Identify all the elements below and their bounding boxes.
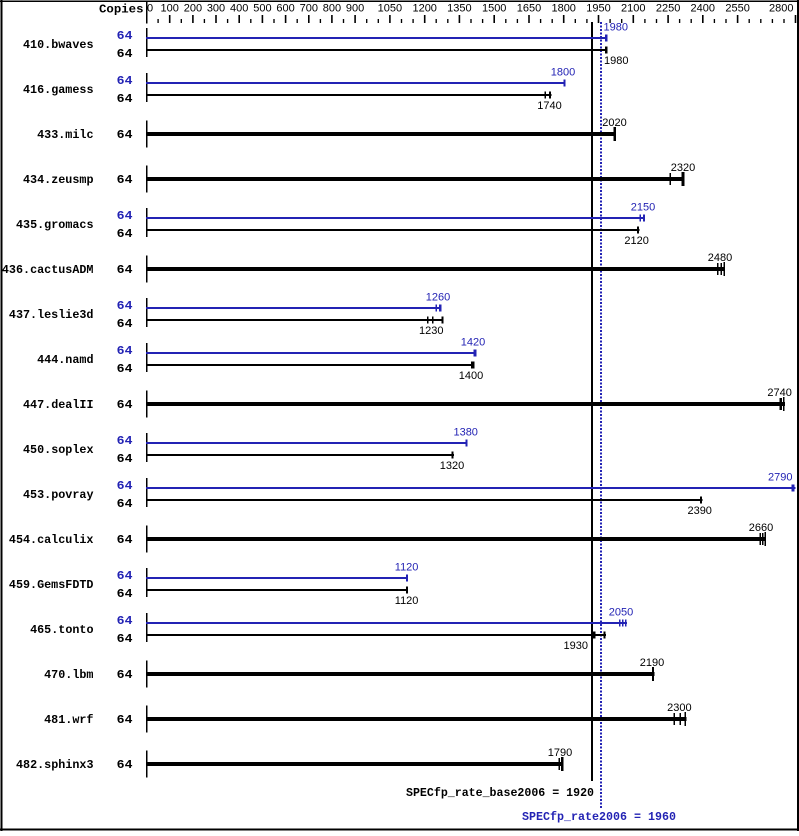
svg-text:64: 64 xyxy=(117,497,133,511)
svg-text:1260: 1260 xyxy=(426,292,450,304)
svg-text:453.povray: 453.povray xyxy=(23,488,94,502)
svg-text:64: 64 xyxy=(117,479,133,493)
svg-text:1420: 1420 xyxy=(461,337,485,349)
svg-text:Copies: Copies xyxy=(99,3,144,17)
svg-text:1930: 1930 xyxy=(564,640,588,652)
svg-text:64: 64 xyxy=(117,344,133,358)
svg-text:435.gromacs: 435.gromacs xyxy=(16,218,94,232)
svg-text:2190: 2190 xyxy=(640,657,664,669)
svg-text:64: 64 xyxy=(117,533,133,547)
svg-text:1650: 1650 xyxy=(517,3,541,15)
svg-text:444.namd: 444.namd xyxy=(37,353,93,367)
svg-text:2740: 2740 xyxy=(767,387,791,399)
svg-text:2660: 2660 xyxy=(749,522,773,534)
svg-text:465.tonto: 465.tonto xyxy=(30,623,93,637)
svg-text:2120: 2120 xyxy=(624,235,648,247)
svg-text:481.wrf: 481.wrf xyxy=(44,713,93,727)
svg-text:64: 64 xyxy=(117,299,133,313)
svg-text:1120: 1120 xyxy=(395,562,419,574)
svg-text:2100: 2100 xyxy=(621,3,645,15)
svg-text:64: 64 xyxy=(117,92,133,106)
svg-text:2390: 2390 xyxy=(687,505,711,517)
svg-text:0: 0 xyxy=(147,3,153,15)
svg-text:64: 64 xyxy=(117,668,133,682)
svg-text:2150: 2150 xyxy=(631,202,655,214)
svg-text:500: 500 xyxy=(253,3,271,15)
svg-text:900: 900 xyxy=(346,3,364,15)
svg-text:64: 64 xyxy=(117,434,133,448)
svg-text:600: 600 xyxy=(276,3,294,15)
svg-text:470.lbm: 470.lbm xyxy=(44,668,93,682)
svg-text:1050: 1050 xyxy=(378,3,402,15)
svg-text:1380: 1380 xyxy=(453,427,477,439)
svg-text:1200: 1200 xyxy=(412,3,436,15)
svg-text:410.bwaves: 410.bwaves xyxy=(23,38,94,52)
svg-text:64: 64 xyxy=(117,173,133,187)
svg-text:64: 64 xyxy=(117,74,133,88)
svg-text:1980: 1980 xyxy=(604,55,628,67)
svg-text:2400: 2400 xyxy=(691,3,715,15)
svg-text:1980: 1980 xyxy=(604,22,628,34)
svg-text:64: 64 xyxy=(117,758,133,772)
svg-text:64: 64 xyxy=(117,209,133,223)
svg-text:437.leslie3d: 437.leslie3d xyxy=(9,308,94,322)
svg-text:1400: 1400 xyxy=(459,370,483,382)
svg-text:SPECfp_rate_base2006 = 1920: SPECfp_rate_base2006 = 1920 xyxy=(406,786,594,800)
svg-text:64: 64 xyxy=(117,227,133,241)
svg-text:64: 64 xyxy=(117,317,133,331)
svg-text:2020: 2020 xyxy=(602,117,626,129)
svg-text:1320: 1320 xyxy=(440,460,464,472)
svg-text:2550: 2550 xyxy=(725,3,749,15)
svg-text:64: 64 xyxy=(117,29,133,43)
svg-text:433.milc: 433.milc xyxy=(37,128,93,142)
svg-text:100: 100 xyxy=(161,3,179,15)
svg-text:1230: 1230 xyxy=(419,325,443,337)
svg-text:64: 64 xyxy=(117,713,133,727)
svg-text:2800: 2800 xyxy=(769,3,793,15)
svg-text:2300: 2300 xyxy=(667,702,691,714)
svg-text:1740: 1740 xyxy=(537,100,561,112)
svg-text:1950: 1950 xyxy=(586,3,610,15)
svg-text:2050: 2050 xyxy=(609,607,633,619)
svg-text:434.zeusmp: 434.zeusmp xyxy=(23,173,94,187)
svg-text:64: 64 xyxy=(117,569,133,583)
svg-text:64: 64 xyxy=(117,587,133,601)
svg-text:64: 64 xyxy=(117,263,133,277)
svg-text:64: 64 xyxy=(117,362,133,376)
svg-text:300: 300 xyxy=(207,3,225,15)
svg-text:800: 800 xyxy=(323,3,341,15)
svg-text:64: 64 xyxy=(117,398,133,412)
svg-text:64: 64 xyxy=(117,128,133,142)
svg-text:64: 64 xyxy=(117,452,133,466)
svg-text:400: 400 xyxy=(230,3,248,15)
svg-text:2480: 2480 xyxy=(708,252,732,264)
svg-text:2250: 2250 xyxy=(656,3,680,15)
svg-text:64: 64 xyxy=(117,47,133,61)
svg-text:454.calculix: 454.calculix xyxy=(9,533,94,547)
svg-text:1800: 1800 xyxy=(551,67,575,79)
svg-text:1120: 1120 xyxy=(395,595,419,607)
svg-text:1500: 1500 xyxy=(482,3,506,15)
svg-text:436.cactusADM: 436.cactusADM xyxy=(2,263,94,277)
svg-text:2320: 2320 xyxy=(671,162,695,174)
svg-text:700: 700 xyxy=(300,3,318,15)
svg-text:450.soplex: 450.soplex xyxy=(23,443,94,457)
svg-text:1790: 1790 xyxy=(548,747,572,759)
svg-text:200: 200 xyxy=(184,3,202,15)
svg-text:447.dealII: 447.dealII xyxy=(23,398,94,412)
svg-text:1800: 1800 xyxy=(551,3,575,15)
svg-text:64: 64 xyxy=(117,632,133,646)
svg-text:2790: 2790 xyxy=(768,472,792,484)
svg-text:64: 64 xyxy=(117,614,133,628)
svg-text:SPECfp_rate2006 = 1960: SPECfp_rate2006 = 1960 xyxy=(522,810,676,824)
svg-text:459.GemsFDTD: 459.GemsFDTD xyxy=(9,578,94,592)
svg-text:1350: 1350 xyxy=(447,3,471,15)
svg-text:482.sphinx3: 482.sphinx3 xyxy=(16,758,94,772)
svg-text:416.gamess: 416.gamess xyxy=(23,83,94,97)
